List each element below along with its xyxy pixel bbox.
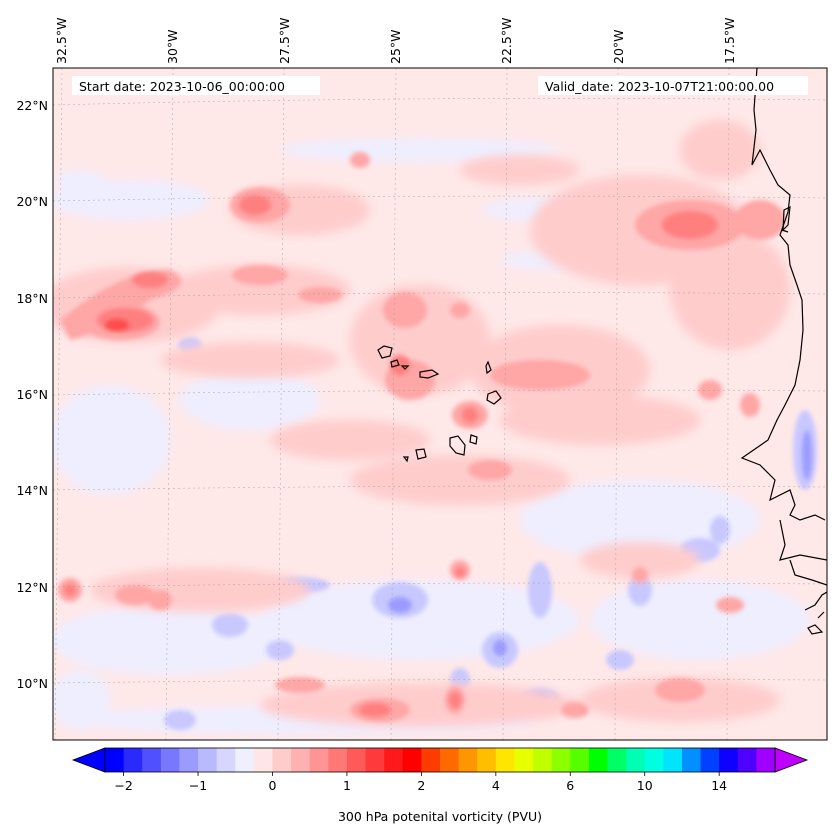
- colorbar-tick-label: 2: [417, 778, 425, 793]
- colorbar-cell: [179, 748, 199, 772]
- colorbar-cell: [309, 748, 329, 772]
- valid-date-label: Valid_date: 2023-10-07T21:00:00.00: [545, 79, 774, 94]
- colorbar-cell: [253, 748, 273, 772]
- colorbar-cell: [235, 748, 255, 772]
- colorbar-cell: [198, 748, 218, 772]
- graticule: [53, 68, 827, 740]
- lon-label-25w: 25°W: [388, 29, 403, 64]
- colorbar-cell: [160, 748, 180, 772]
- cabo-verde-fogo: [415, 448, 427, 460]
- arguin-islands: [781, 205, 791, 233]
- colorbar-label: 300 hPa potenital vorticity (PVU): [338, 809, 542, 824]
- colorbar-cell: [514, 748, 534, 772]
- colorbar-cell: [328, 748, 348, 772]
- guinea-bissau-coast: [804, 591, 827, 635]
- colorbar-tick-label: 10: [637, 778, 653, 793]
- colorbar-tick-label: 6: [566, 778, 574, 793]
- africa-coastline: [740, 68, 827, 586]
- colorbar-cell: [142, 748, 162, 772]
- colorbar-over-arrow: [774, 747, 809, 773]
- colorbar-cell: [570, 748, 590, 772]
- colorbar-tick-label: −2: [114, 778, 132, 793]
- colorbar-cell: [458, 748, 478, 772]
- colorbar-ticks: −2 −1 0 1 2 4 6 10 14: [114, 772, 727, 793]
- colorbar-cell: [421, 748, 441, 772]
- colorbar-frame: [104, 747, 776, 773]
- lat-label-16n: 16°N: [16, 387, 48, 402]
- lat-label-10n: 10°N: [16, 676, 48, 691]
- cabo-verde-brava: [402, 456, 409, 463]
- colorbar-cell: [105, 748, 125, 772]
- colorbar-tick-label: −1: [189, 778, 207, 793]
- lat-label-12n: 12°N: [16, 580, 48, 595]
- colorbar-cell: [495, 748, 515, 772]
- lon-label-20w: 20°W: [611, 29, 626, 64]
- colorbar-cell: [663, 748, 683, 772]
- latitude-labels: 22°N 20°N 18°N 16°N 14°N 12°N 10°N: [16, 98, 48, 691]
- colorbar-cell: [440, 748, 460, 772]
- colorbar-cell: [644, 748, 664, 772]
- colorbar-cell: [737, 748, 757, 772]
- lon-label-17-5w: 17.5°W: [722, 18, 737, 64]
- lat-label-18n: 18°N: [16, 291, 48, 306]
- colorbar-tick-label: 1: [343, 778, 351, 793]
- colorbar-cell: [123, 748, 143, 772]
- colorbar-cell: [365, 748, 385, 772]
- start-date-label: Start date: 2023-10-06_00:00:00: [79, 79, 285, 94]
- colorbar-cell: [346, 748, 366, 772]
- cabo-verde-maio: [469, 434, 478, 445]
- colorbar: −2 −1 0 1 2 4 6 10 14 300 hPa potenital vorticit…: [71, 747, 809, 824]
- colorbar-tick-label: 14: [711, 778, 727, 793]
- pv-strong-positive-cores: [64, 195, 718, 717]
- colorbar-cell: [402, 748, 422, 772]
- map-frame: [52, 67, 828, 741]
- colorbar-cell: [551, 748, 571, 772]
- colorbar-under-arrow: [71, 747, 106, 773]
- pv-field: [53, 68, 827, 740]
- colorbar-cell: [477, 748, 497, 772]
- colorbar-cell: [700, 748, 720, 772]
- lon-label-27-5w: 27.5°W: [277, 18, 292, 64]
- coastline: [377, 68, 827, 635]
- lat-label-22n: 22°N: [16, 98, 48, 113]
- colorbar-cell: [626, 748, 646, 772]
- cabo-verde-sao-nicolau: [419, 369, 440, 379]
- lon-label-32-5w: 32.5°W: [54, 18, 69, 64]
- colorbar-cell: [272, 748, 292, 772]
- lat-label-14n: 14°N: [16, 483, 48, 498]
- colorbar-cell: [384, 748, 404, 772]
- pv-maximum-core: [105, 319, 129, 331]
- colorbar-tick-label: 0: [269, 778, 277, 793]
- cabo-verde-sal: [485, 360, 492, 375]
- cabo-verde-boa-vista: [486, 390, 502, 405]
- cabo-verde-santiago: [449, 435, 466, 456]
- lon-label-22-5w: 22.5°W: [499, 18, 514, 64]
- lon-label-30w: 30°W: [165, 29, 180, 64]
- valid-date-box: [538, 76, 808, 95]
- cabo-verde-santa-luzia: [400, 365, 410, 370]
- colorbar-cell: [216, 748, 236, 772]
- colorbar-cell: [291, 748, 311, 772]
- colorbar-cells: [105, 748, 776, 772]
- colorbar-cell: [681, 748, 701, 772]
- cabo-verde-sao-vicente: [390, 359, 400, 368]
- colorbar-cell: [533, 748, 553, 772]
- colorbar-tick-label: 4: [492, 778, 500, 793]
- colorbar-cell: [719, 748, 739, 772]
- colorbar-cell: [588, 748, 608, 772]
- cabo-verde-santo-antao: [377, 345, 393, 359]
- lat-label-20n: 20°N: [16, 194, 48, 209]
- longitude-labels: 32.5°W 30°W 27.5°W 25°W 22.5°W 20°W 17.5…: [54, 18, 737, 64]
- colorbar-cell: [756, 748, 776, 772]
- start-date-box: [72, 76, 320, 95]
- colorbar-cell: [607, 748, 627, 772]
